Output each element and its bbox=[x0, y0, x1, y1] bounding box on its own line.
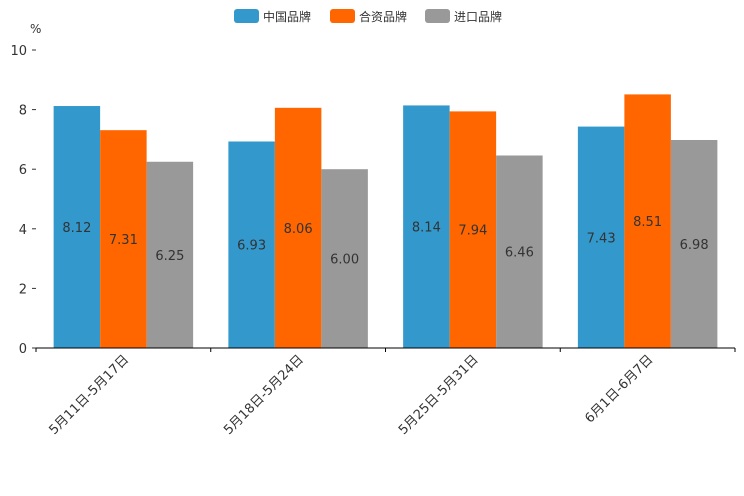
legend-label: 合资品牌 bbox=[359, 9, 407, 24]
bar-value-label: 8.51 bbox=[633, 215, 662, 230]
x-axis: 5月11日-5月17日 5月18日-5月24日 5月25日-5月31日 6月1日-6月… bbox=[35, 347, 736, 438]
x-tick-label: 5月25日-5月31日 bbox=[396, 352, 482, 438]
y-tick-label: 2 bbox=[19, 282, 27, 297]
bar-value-label: 8.14 bbox=[412, 221, 441, 236]
bar-value-label: 8.12 bbox=[62, 221, 91, 236]
y-axis-unit-label: % bbox=[30, 22, 41, 36]
bars bbox=[53, 94, 718, 348]
bar-3-3[interactable] bbox=[496, 155, 543, 348]
legend: 中国品牌 合资品牌 进口品牌 bbox=[234, 9, 502, 24]
bar-2-4[interactable] bbox=[624, 94, 671, 348]
bar-2-2[interactable] bbox=[274, 107, 322, 348]
y-tick-label: 0 bbox=[19, 342, 27, 357]
bar-value-label: 6.93 bbox=[237, 239, 266, 254]
legend-swatch bbox=[425, 9, 450, 23]
bar-2-1[interactable] bbox=[100, 130, 147, 348]
bar-1-3[interactable] bbox=[403, 105, 450, 348]
x-tick-label: 6月1日-6月7日 bbox=[582, 352, 656, 426]
bar-2-3[interactable] bbox=[449, 111, 497, 348]
y-tick-label: 10 bbox=[10, 44, 27, 59]
bar-3-4[interactable] bbox=[670, 139, 718, 348]
bar-3-2[interactable] bbox=[321, 169, 368, 348]
legend-swatch bbox=[330, 9, 355, 23]
bar-1-1[interactable] bbox=[53, 106, 101, 348]
y-tick-label: 6 bbox=[19, 163, 27, 178]
legend-item-2[interactable]: 合资品牌 bbox=[330, 9, 407, 24]
bar-value-label: 7.43 bbox=[587, 231, 616, 246]
value-labels: 8.12 7.31 6.25 6.93 8.06 6.00 8.14 7.94 6.46 7.43… bbox=[62, 215, 708, 267]
y-tick-label: 8 bbox=[19, 104, 27, 119]
x-tick-label: 5月18日-5月24日 bbox=[221, 352, 307, 438]
legend-item-3[interactable]: 进口品牌 bbox=[425, 9, 502, 24]
bar-value-label: 7.94 bbox=[458, 224, 487, 239]
legend-swatch bbox=[234, 9, 259, 23]
legend-label: 进口品牌 bbox=[454, 10, 502, 24]
bar-value-label: 6.46 bbox=[505, 246, 534, 261]
bar-value-label: 6.25 bbox=[155, 249, 184, 264]
bar-3-1[interactable] bbox=[146, 161, 194, 348]
bar-value-label: 8.06 bbox=[284, 222, 313, 237]
bar-value-label: 6.00 bbox=[330, 253, 359, 268]
y-tick-label: 4 bbox=[19, 223, 27, 238]
bar-1-4[interactable] bbox=[577, 126, 625, 348]
bar-value-label: 6.98 bbox=[680, 238, 709, 253]
bar-value-label: 7.31 bbox=[109, 233, 138, 248]
bar-1-2[interactable] bbox=[228, 141, 275, 348]
legend-label: 中国品牌 bbox=[263, 9, 311, 24]
legend-item-1[interactable]: 中国品牌 bbox=[234, 9, 311, 24]
x-tick-label: 5月11日-5月17日 bbox=[46, 352, 132, 438]
y-axis-ticks: 0 2 4 6 8 10 bbox=[10, 44, 36, 357]
